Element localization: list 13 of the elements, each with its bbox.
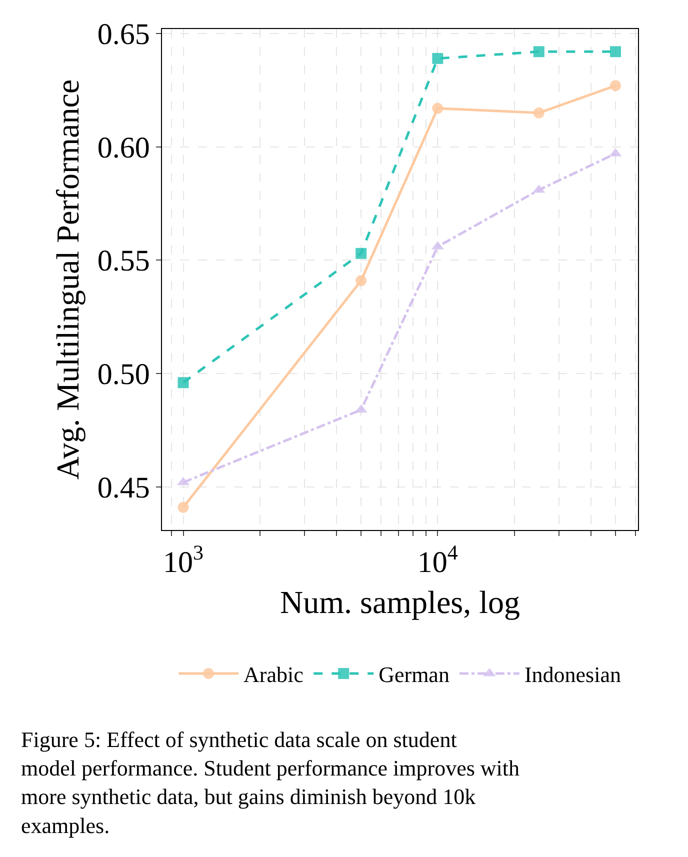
- y-tick-label: 0.45: [97, 471, 150, 504]
- x-axis-title: Num. samples, log: [280, 584, 520, 620]
- legend-label: German: [378, 662, 450, 688]
- caption: Figure 5: Effect of synthetic data scale on student model performance. Student performance improves with more synthetic data, but gains diminish beyond 10k examples.: [21, 727, 520, 838]
- y-tick-label: 0.50: [97, 358, 150, 392]
- x-tick-label: 10$^{4}$: [417, 540, 458, 580]
- y-tick-label: 0.55: [97, 244, 150, 278]
- y-axis-title: Avg. Multilingual Performance: [50, 79, 86, 480]
- y-tick-label: 0.65: [97, 18, 150, 52]
- legend-label: Arabic: [244, 662, 304, 688]
- legend-label: Indonesian: [524, 662, 621, 688]
- x-tick-label: 10$^{3}$: [163, 540, 204, 580]
- y-tick-label: 0.60: [97, 131, 150, 164]
